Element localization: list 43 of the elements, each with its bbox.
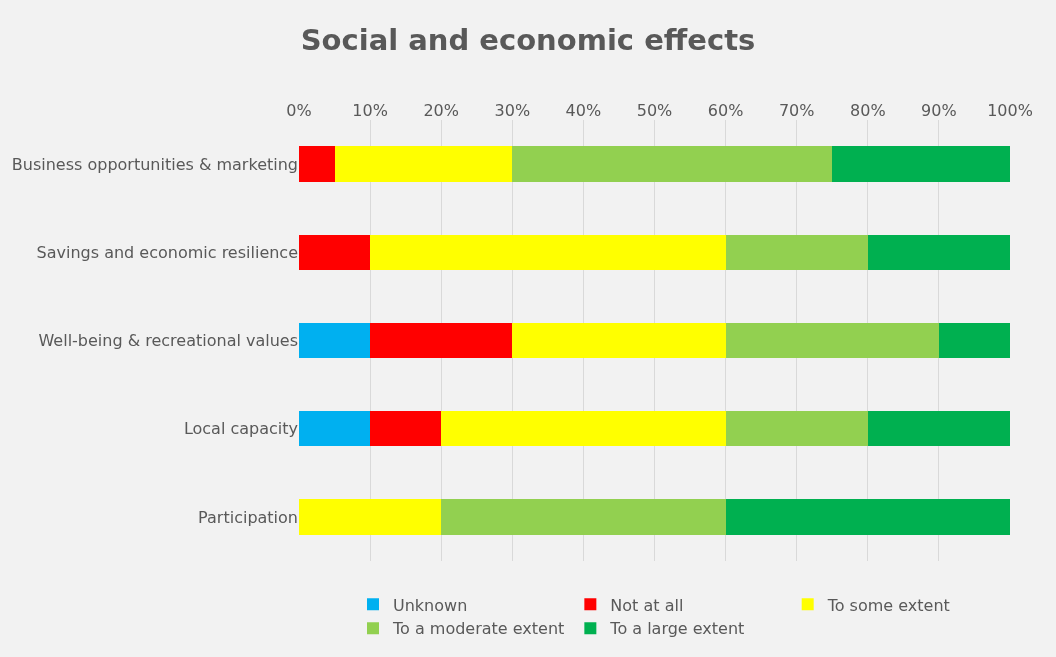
bar (725, 411, 868, 447)
legend-label: Unknown (393, 595, 468, 615)
bar (370, 234, 726, 270)
bar (370, 322, 513, 359)
bar (299, 234, 371, 270)
y-tick-label: Local capacity (183, 419, 298, 439)
x-tick-label: 60% (707, 100, 744, 120)
x-tick-label: 0% (286, 100, 312, 120)
bar (512, 146, 833, 182)
x-tick-label: 100% (987, 100, 1033, 120)
bar (832, 146, 1010, 182)
legend-label: Not at all (610, 595, 684, 615)
bar (441, 499, 726, 535)
x-tick-label: 20% (423, 100, 459, 120)
chart-title: Social and economic effects (300, 22, 756, 57)
bar (299, 499, 442, 535)
bar (725, 322, 939, 359)
bar (725, 234, 868, 270)
bar (299, 411, 371, 447)
x-tick-label: 40% (565, 100, 602, 120)
x-tick-label: 30% (494, 100, 531, 120)
legend-label: To a moderate extent (392, 619, 565, 639)
y-tick-label: Participation (198, 507, 298, 527)
y-tick-label: Savings and economic resilience (36, 242, 298, 262)
x-tick-label: 80% (850, 100, 886, 120)
x-tick-label: 70% (778, 100, 815, 120)
y-tick-label: Well-being & recreational values (38, 331, 298, 351)
bar (299, 322, 371, 359)
x-tick-label: 10% (352, 100, 388, 120)
bar (299, 146, 335, 182)
x-tick-label: 90% (921, 100, 957, 120)
bar (938, 322, 1010, 359)
bar (512, 322, 726, 359)
bar (867, 234, 1010, 270)
x-tick-label: 50% (636, 100, 673, 120)
bar (370, 411, 442, 447)
legend-label: To some extent (826, 595, 950, 615)
bar (867, 411, 1010, 447)
legend-label: To a large extent (609, 619, 745, 639)
bar (334, 146, 513, 182)
bar (441, 411, 726, 447)
y-tick-label: Business opportunities & marketing (11, 154, 298, 174)
bar (725, 499, 1010, 535)
